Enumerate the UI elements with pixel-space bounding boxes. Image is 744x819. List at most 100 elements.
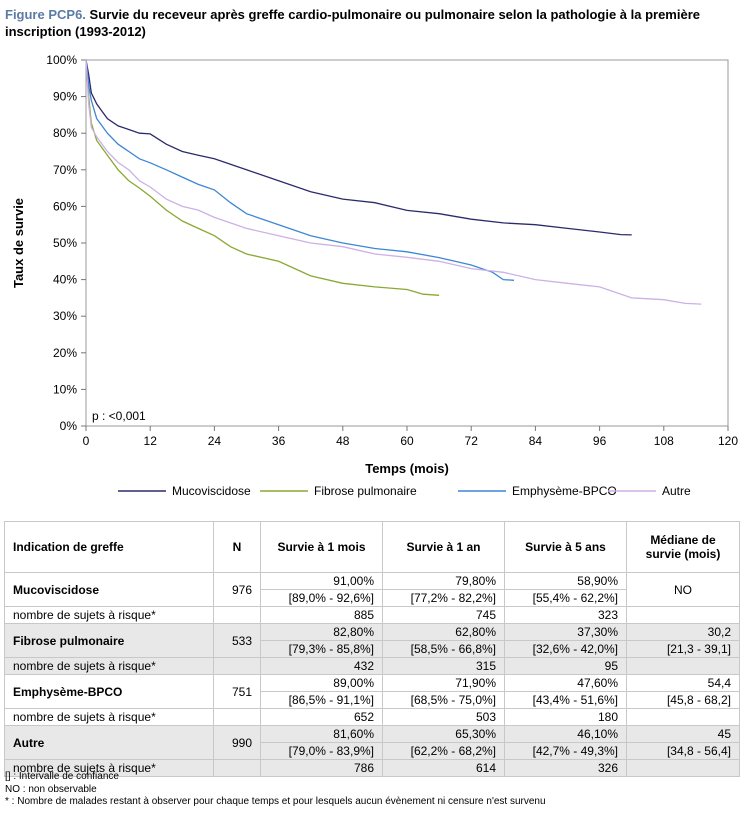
x-tick-label: 72: [465, 434, 479, 448]
survie-1-mois: 89,00%: [260, 674, 383, 692]
x-axis: 0 12 24 36 48 60 72 84 96 108 120: [83, 426, 738, 448]
indication-name: Autre: [4, 725, 214, 760]
survie-1-mois: 91,00%: [260, 572, 383, 590]
empty-cell: [626, 606, 740, 624]
n-value: 751: [213, 674, 261, 709]
ci-1-an: [62,2% - 68,2%]: [382, 742, 505, 760]
risk-1-an: 503: [382, 708, 505, 726]
series-line-autre: [85, 59, 702, 305]
x-tick-label: 108: [654, 434, 674, 448]
plot-frame: [85, 59, 729, 427]
y-tick-label: 30%: [53, 309, 77, 323]
x-tick-label: 36: [272, 434, 286, 448]
y-tick-label: 60%: [53, 199, 77, 213]
results-table: Indication de greffe N Survie à 1 mois S…: [4, 521, 740, 777]
risk-5-ans: 180: [504, 708, 627, 726]
mediane-ci: [21,3 - 39,1]: [626, 640, 740, 658]
ci-1-mois: [86,5% - 91,1%]: [260, 691, 383, 709]
risk-label: nombre de sujets à risque*: [4, 606, 214, 624]
survie-5-ans: 47,60%: [504, 674, 627, 692]
n-value: 990: [213, 725, 261, 760]
figure-title-text: Survie du receveur après greffe cardio-p…: [5, 7, 701, 39]
risk-label: nombre de sujets à risque*: [4, 708, 214, 726]
y-tick-label: 40%: [53, 273, 77, 287]
p-value-annotation: p : <0,001: [92, 409, 146, 423]
ci-5-ans: [32,6% - 42,0%]: [504, 640, 627, 658]
empty-cell: [626, 708, 740, 726]
footnote-risk: * : Nombre de malades restant à observer…: [5, 796, 546, 807]
curves: [85, 59, 702, 305]
y-axis: 0% 10% 20% 30% 40% 50% 60% 70% 80% 90% 100%: [46, 53, 86, 433]
table-row: Autre 990 81,60% 65,30% 46,10% 45: [4, 725, 740, 760]
risk-1-mois: 885: [260, 606, 383, 624]
indication-name: Emphysème-BPCO: [4, 674, 214, 709]
x-axis-label: Temps (mois): [365, 461, 449, 476]
empty-cell: [213, 759, 261, 777]
ci-1-mois: [89,0% - 92,6%]: [260, 589, 383, 607]
mediane: 54,4: [626, 674, 740, 692]
survie-5-ans: 37,30%: [504, 623, 627, 641]
risk-1-mois: 432: [260, 657, 383, 675]
ci-1-mois: [79,0% - 83,9%]: [260, 742, 383, 760]
y-tick-label: 10%: [53, 382, 77, 396]
mediane: NO: [626, 572, 740, 607]
empty-cell: [213, 657, 261, 675]
risk-1-mois: 786: [260, 759, 383, 777]
legend-label: Emphysème-BPCO: [512, 484, 617, 498]
empty-cell: [213, 708, 261, 726]
risk-5-ans: 95: [504, 657, 627, 675]
empty-cell: [213, 606, 261, 624]
ci-5-ans: [43,4% - 51,6%]: [504, 691, 627, 709]
series-line-fibrose-pulmonaire: [85, 59, 440, 296]
footnote-ci: [] : Intervalle de confiance: [5, 771, 119, 782]
risk-1-mois: 652: [260, 708, 383, 726]
survie-5-ans: 46,10%: [504, 725, 627, 743]
y-tick-label: 90%: [53, 90, 77, 104]
ci-5-ans: [42,7% - 49,3%]: [504, 742, 627, 760]
header-indication: Indication de greffe: [4, 521, 214, 573]
x-tick-label: 0: [83, 434, 90, 448]
risk-label: nombre de sujets à risque*: [4, 759, 214, 777]
mediane: 30,2: [626, 623, 740, 641]
figure-title: Figure PCP6. Survie du receveur après gr…: [5, 6, 735, 40]
header-survie-5-ans: Survie à 5 ans: [504, 521, 627, 573]
y-tick-label: 70%: [53, 163, 77, 177]
mediane-ci: [34,8 - 56,4]: [626, 742, 740, 760]
indication-name: Fibrose pulmonaire: [4, 623, 214, 658]
ci-5-ans: [55,4% - 62,2%]: [504, 589, 627, 607]
x-tick-label: 60: [400, 434, 414, 448]
legend-label: Mucoviscidose: [172, 484, 251, 498]
table-row: [89,0% - 92,6%] [77,2% - 82,2%] [55,4% - 6…: [5, 589, 740, 607]
table-row: Mucoviscidose 976 91,00% 79,80% 58,90% NO: [4, 572, 740, 607]
indication-name: Mucoviscidose: [4, 572, 214, 607]
legend-label: Fibrose pulmonaire: [314, 484, 417, 498]
ci-1-an: [58,5% - 66,8%]: [382, 640, 505, 658]
empty-cell: [626, 657, 740, 675]
y-tick-label: 80%: [53, 126, 77, 140]
y-tick-label: 100%: [46, 53, 77, 67]
legend-label: Autre: [662, 484, 691, 498]
risk-1-an: 315: [382, 657, 505, 675]
table-row: [79,3% - 85,8%] [58,5% - 66,8%] [32,6% - 4…: [5, 640, 740, 658]
figure-number: Figure PCP6.: [5, 7, 86, 22]
risk-row: nombre de sujets à risque* 885 745 323: [4, 606, 740, 624]
risk-1-an: 745: [382, 606, 505, 624]
risk-label: nombre de sujets à risque*: [4, 657, 214, 675]
mediane: 45: [626, 725, 740, 743]
empty-cell: [626, 759, 740, 777]
survie-1-an: 71,90%: [382, 674, 505, 692]
series-line-mucoviscidose: [85, 59, 632, 236]
y-axis-label: Taux de survie: [11, 198, 26, 288]
survie-1-mois: 81,60%: [260, 725, 383, 743]
series-line-emphys-me-bpco: [85, 59, 515, 281]
ci-1-an: [68,5% - 75,0%]: [382, 691, 505, 709]
footnote-no: NO : non observable: [5, 783, 97, 795]
survival-chart: 0% 10% 20% 30% 40% 50% 60% 70% 80% 90% 100% 0 12 24 3…: [11, 53, 738, 498]
ci-1-an: [77,2% - 82,2%]: [382, 589, 505, 607]
x-tick-label: 48: [336, 434, 350, 448]
y-tick-label: 20%: [53, 346, 77, 360]
survie-1-an: 62,80%: [382, 623, 505, 641]
x-tick-label: 84: [529, 434, 543, 448]
risk-row: nombre de sujets à risque* 786 614 326: [4, 759, 740, 777]
y-tick-label: 0%: [60, 419, 78, 433]
